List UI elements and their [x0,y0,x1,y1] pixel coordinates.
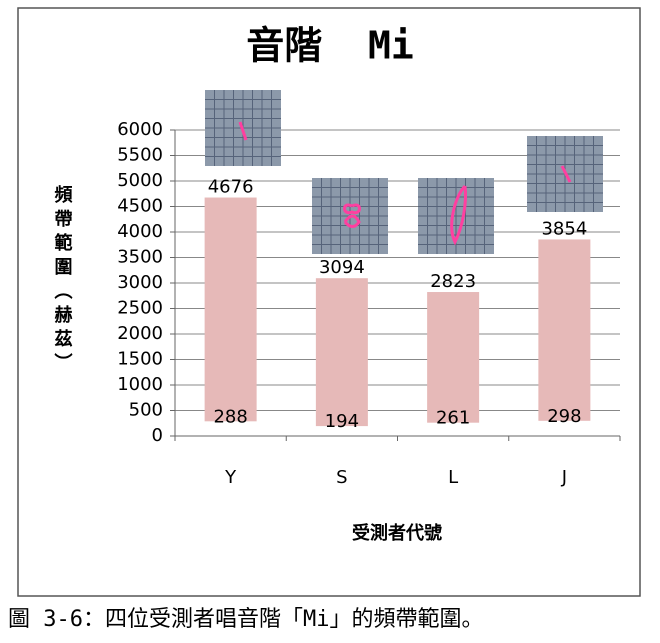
y-tick-label: 0 [152,425,163,446]
thumbnail-grid [527,136,603,212]
y-tick-label: 500 [129,400,163,421]
y-tick-label: 2500 [117,298,163,319]
y-tick-label: 5000 [117,170,163,191]
y-tick-label: 1500 [117,349,163,370]
bar [538,239,591,421]
y-axis-label: 頻帶範圍（赫茲） [52,184,73,377]
value-label-low: 288 [213,406,247,427]
plot: 0 500 1000 1500 2000 2500 3000 3500 4000 4500 5000… [117,119,621,488]
value-label-high: 4676 [208,177,254,198]
value-label-low: 298 [547,406,581,427]
x-tick-label: Y [224,467,237,488]
x-tick-label: J [561,467,567,488]
value-label-high: 2823 [430,271,476,292]
x-tick-label: L [448,467,458,488]
bar [427,292,480,423]
thumbnail-trace [238,121,248,141]
value-label-high: 3094 [319,257,365,278]
bar [204,197,257,422]
thumbnail-trace [450,184,467,246]
thumbnails [205,90,603,254]
y-tick-label: 5500 [117,145,163,166]
value-label-high: 3854 [541,218,587,239]
caption: 圖 3-6：四位受測者唱音階「Mi」的頻帶範圍。 [8,607,483,632]
x-tick-label: S [336,467,347,488]
y-tick-label: 2000 [117,323,163,344]
y-tick-label: 1000 [117,374,163,395]
y-tick-label: 4500 [117,196,163,217]
thumbnail-trace [560,165,572,183]
chart-title: 音階 Mi [246,24,414,68]
value-label-low: 261 [436,408,470,429]
thumbnail-grid [312,178,388,254]
y-tick-label: 4000 [117,221,163,242]
y-tick-label: 3000 [117,272,163,293]
x-axis-label: 受測者代號 [352,522,442,544]
bar [315,278,368,427]
value-label-low: 194 [325,411,359,432]
y-tick-label: 6000 [117,119,163,140]
y-tick-label: 3500 [117,247,163,268]
thumbnail-trace [343,203,361,228]
